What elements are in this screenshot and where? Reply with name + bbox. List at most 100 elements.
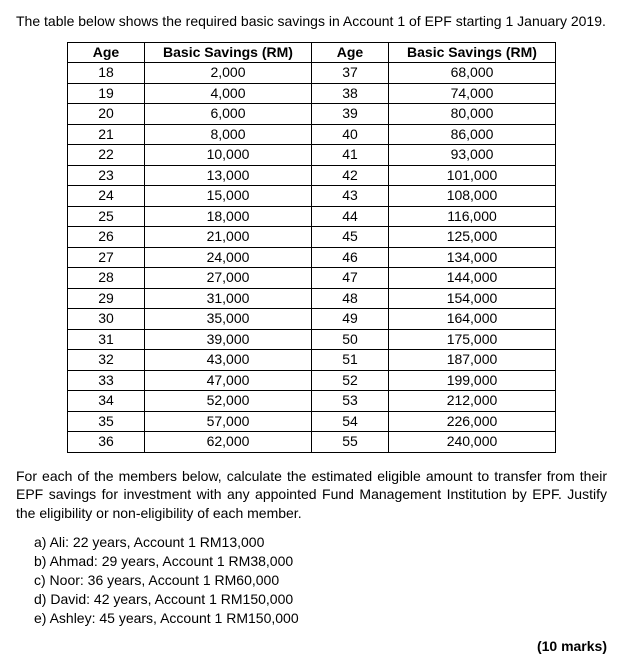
cell-age: 25 <box>68 206 145 227</box>
cell-age: 39 <box>312 104 389 125</box>
table-row: 2931,00048154,000 <box>68 288 556 309</box>
cell-savings: 21,000 <box>145 227 312 248</box>
cell-age: 40 <box>312 124 389 145</box>
cell-age: 33 <box>68 370 145 391</box>
cell-savings: 47,000 <box>145 370 312 391</box>
table-row: 3139,00050175,000 <box>68 329 556 350</box>
cell-savings: 31,000 <box>145 288 312 309</box>
marks-label: (10 marks) <box>16 638 607 654</box>
cell-savings: 52,000 <box>145 391 312 412</box>
table-row: 2621,00045125,000 <box>68 227 556 248</box>
cell-savings: 164,000 <box>389 309 556 330</box>
cell-age: 55 <box>312 432 389 453</box>
cell-savings: 62,000 <box>145 432 312 453</box>
member-item: d) David: 42 years, Account 1 RM150,000 <box>34 590 607 609</box>
cell-savings: 212,000 <box>389 391 556 412</box>
col-age-right: Age <box>312 42 389 63</box>
cell-savings: 15,000 <box>145 186 312 207</box>
cell-savings: 57,000 <box>145 411 312 432</box>
cell-savings: 199,000 <box>389 370 556 391</box>
member-item: c) Noor: 36 years, Account 1 RM60,000 <box>34 571 607 590</box>
cell-age: 27 <box>68 247 145 268</box>
cell-age: 23 <box>68 165 145 186</box>
cell-savings: 2,000 <box>145 63 312 84</box>
member-item: e) Ashley: 45 years, Account 1 RM150,000 <box>34 609 607 628</box>
cell-savings: 125,000 <box>389 227 556 248</box>
cell-age: 45 <box>312 227 389 248</box>
cell-age: 49 <box>312 309 389 330</box>
table-container: Age Basic Savings (RM) Age Basic Savings… <box>16 42 607 453</box>
col-age-left: Age <box>68 42 145 63</box>
cell-savings: 68,000 <box>389 63 556 84</box>
table-row: 3662,00055240,000 <box>68 432 556 453</box>
cell-savings: 226,000 <box>389 411 556 432</box>
cell-savings: 144,000 <box>389 268 556 289</box>
cell-age: 32 <box>68 350 145 371</box>
cell-age: 48 <box>312 288 389 309</box>
cell-age: 44 <box>312 206 389 227</box>
cell-savings: 101,000 <box>389 165 556 186</box>
cell-age: 42 <box>312 165 389 186</box>
cell-savings: 108,000 <box>389 186 556 207</box>
cell-age: 29 <box>68 288 145 309</box>
cell-age: 46 <box>312 247 389 268</box>
col-savings-left: Basic Savings (RM) <box>145 42 312 63</box>
cell-savings: 39,000 <box>145 329 312 350</box>
table-row: 2415,00043108,000 <box>68 186 556 207</box>
table-row: 3452,00053212,000 <box>68 391 556 412</box>
table-row: 3243,00051187,000 <box>68 350 556 371</box>
col-savings-right: Basic Savings (RM) <box>389 42 556 63</box>
cell-age: 51 <box>312 350 389 371</box>
cell-age: 34 <box>68 391 145 412</box>
table-row: 2724,00046134,000 <box>68 247 556 268</box>
cell-savings: 8,000 <box>145 124 312 145</box>
cell-savings: 27,000 <box>145 268 312 289</box>
cell-age: 24 <box>68 186 145 207</box>
cell-age: 21 <box>68 124 145 145</box>
table-row: 206,0003980,000 <box>68 104 556 125</box>
cell-savings: 116,000 <box>389 206 556 227</box>
cell-savings: 86,000 <box>389 124 556 145</box>
cell-age: 41 <box>312 145 389 166</box>
table-row: 182,0003768,000 <box>68 63 556 84</box>
cell-age: 19 <box>68 83 145 104</box>
table-row: 218,0004086,000 <box>68 124 556 145</box>
cell-age: 38 <box>312 83 389 104</box>
cell-savings: 6,000 <box>145 104 312 125</box>
cell-savings: 13,000 <box>145 165 312 186</box>
cell-savings: 35,000 <box>145 309 312 330</box>
cell-savings: 187,000 <box>389 350 556 371</box>
cell-age: 18 <box>68 63 145 84</box>
table-row: 2827,00047144,000 <box>68 268 556 289</box>
cell-age: 20 <box>68 104 145 125</box>
cell-age: 36 <box>68 432 145 453</box>
cell-age: 30 <box>68 309 145 330</box>
cell-age: 50 <box>312 329 389 350</box>
instructions-text: For each of the members below, calculate… <box>16 467 607 524</box>
cell-age: 37 <box>312 63 389 84</box>
cell-savings: 154,000 <box>389 288 556 309</box>
cell-age: 22 <box>68 145 145 166</box>
member-item: b) Ahmad: 29 years, Account 1 RM38,000 <box>34 552 607 571</box>
table-row: 2210,0004193,000 <box>68 145 556 166</box>
cell-age: 53 <box>312 391 389 412</box>
cell-savings: 24,000 <box>145 247 312 268</box>
cell-savings: 93,000 <box>389 145 556 166</box>
table-row: 2518,00044116,000 <box>68 206 556 227</box>
cell-savings: 74,000 <box>389 83 556 104</box>
cell-savings: 43,000 <box>145 350 312 371</box>
table-row: 2313,00042101,000 <box>68 165 556 186</box>
table-row: 194,0003874,000 <box>68 83 556 104</box>
cell-savings: 134,000 <box>389 247 556 268</box>
cell-savings: 240,000 <box>389 432 556 453</box>
cell-age: 54 <box>312 411 389 432</box>
cell-age: 26 <box>68 227 145 248</box>
cell-savings: 18,000 <box>145 206 312 227</box>
cell-age: 31 <box>68 329 145 350</box>
cell-age: 28 <box>68 268 145 289</box>
cell-age: 47 <box>312 268 389 289</box>
cell-savings: 80,000 <box>389 104 556 125</box>
members-list: a) Ali: 22 years, Account 1 RM13,000b) A… <box>34 533 607 627</box>
intro-text: The table below shows the required basic… <box>16 12 607 32</box>
cell-savings: 10,000 <box>145 145 312 166</box>
